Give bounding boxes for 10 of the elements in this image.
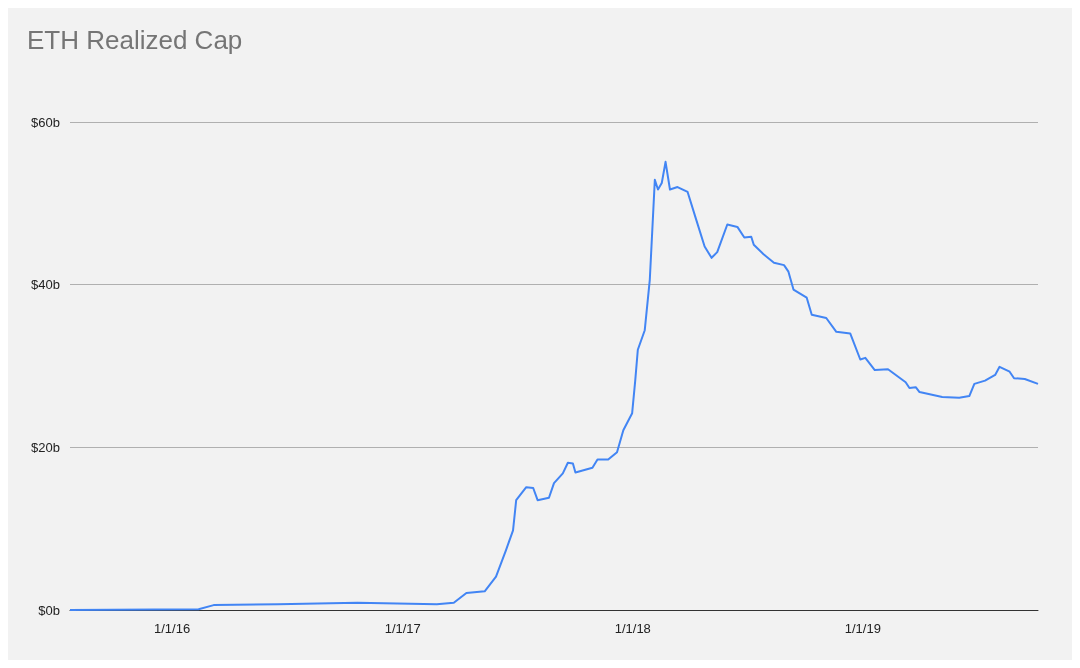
- x-tick-label: 1/1/16: [154, 621, 191, 636]
- x-tick-label: 1/1/18: [614, 621, 651, 636]
- chart-title: ETH Realized Cap: [27, 25, 243, 55]
- y-tick-label: $40b: [31, 277, 60, 293]
- y-tick-label: $60b: [31, 114, 60, 130]
- line-series: [69, 160, 1039, 611]
- x-tick-label: 1/1/17: [384, 621, 421, 636]
- y-tick-label: $0b: [38, 602, 60, 618]
- x-tick-label: 1/1/19: [844, 621, 881, 636]
- y-tick-label: $20b: [31, 439, 60, 455]
